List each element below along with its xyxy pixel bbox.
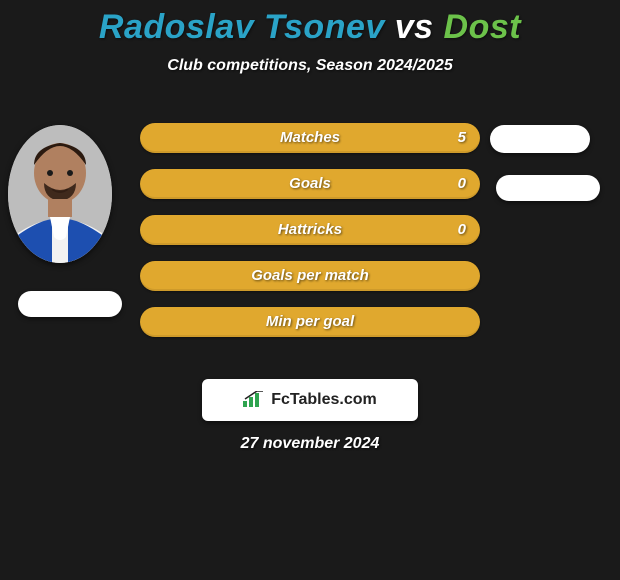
branding-badge: FcTables.com: [202, 379, 418, 421]
comparison-card: Radoslav Tsonev vs Dost Club competition…: [0, 0, 620, 580]
stat-bar: Hattricks 0: [140, 215, 480, 245]
stat-label: Matches: [280, 129, 340, 146]
title-player1: Radoslav Tsonev: [99, 8, 385, 46]
player2-stat-pill-bottom: [496, 175, 600, 201]
as-of-date: 27 november 2024: [0, 435, 620, 453]
title-player2: Dost: [444, 8, 522, 46]
stat-bar: Goals per match: [140, 261, 480, 291]
stat-value: 5: [458, 123, 466, 153]
stat-label: Goals per match: [251, 267, 369, 284]
title: Radoslav Tsonev vs Dost: [0, 0, 620, 47]
content-area: Matches 5 Goals 0 Hattricks 0 Goals per match M…: [0, 105, 620, 365]
stat-bar: Goals 0: [140, 169, 480, 199]
player1-stat-pill: [18, 291, 122, 317]
stat-bars: Matches 5 Goals 0 Hattricks 0 Goals per match M…: [140, 123, 480, 353]
stat-label: Min per goal: [266, 313, 354, 330]
bar-chart-icon: [243, 391, 265, 409]
person-photo-icon: [8, 125, 112, 263]
player1-avatar: [8, 125, 112, 263]
stat-bar: Matches 5: [140, 123, 480, 153]
stat-value: 0: [458, 169, 466, 199]
branding-text: FcTables.com: [271, 391, 377, 409]
stat-label: Hattricks: [278, 221, 342, 238]
stat-label: Goals: [289, 175, 331, 192]
subtitle: Club competitions, Season 2024/2025: [0, 57, 620, 75]
title-vs: vs: [395, 8, 434, 46]
player2-stat-pill-top: [490, 125, 590, 153]
stat-value: 0: [458, 215, 466, 245]
stat-bar: Min per goal: [140, 307, 480, 337]
